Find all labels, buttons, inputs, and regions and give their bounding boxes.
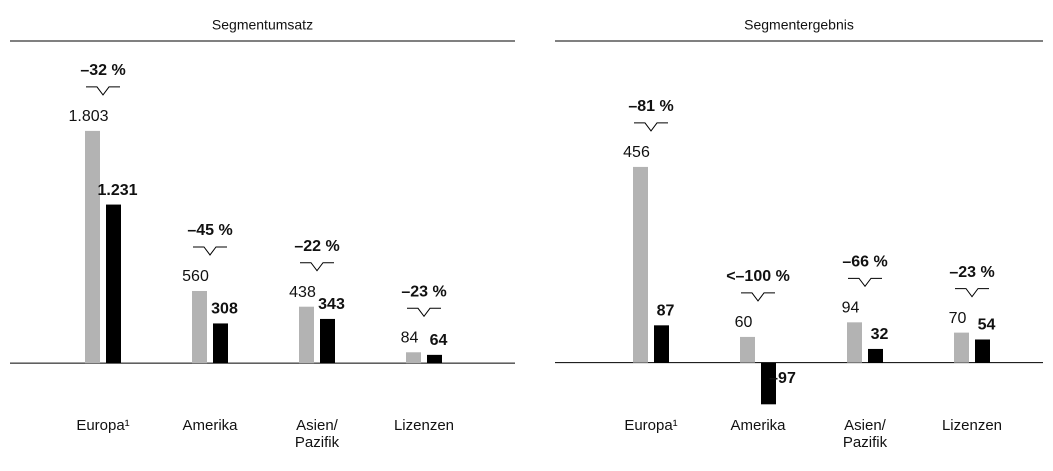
change-label: –22 %: [294, 238, 339, 255]
category-label: Amerika: [730, 417, 786, 434]
category-label: Asien/ Pazifik: [294, 417, 340, 451]
change-label: –23 %: [949, 264, 994, 281]
value-label: 60: [735, 314, 753, 331]
value-label: –97: [769, 370, 796, 387]
value-label: 1.803: [68, 108, 108, 125]
bar: [868, 348, 883, 363]
category-label: Europa¹: [624, 417, 678, 434]
value-label: 308: [211, 301, 238, 318]
bar: [213, 323, 228, 364]
category-label: Asien/ Pazifik: [842, 417, 888, 451]
change-bracket: [193, 246, 227, 256]
bar: [740, 336, 755, 363]
chart-title: Segmentergebnis: [744, 17, 854, 33]
bar: [427, 354, 442, 364]
bar: [633, 166, 648, 363]
value-label: 343: [318, 296, 345, 313]
change-label: <–100 %: [726, 268, 790, 285]
change-label: –45 %: [187, 222, 232, 239]
change-label: –23 %: [401, 284, 446, 301]
change-bracket: [741, 292, 775, 302]
bar: [761, 362, 776, 405]
value-label: 70: [949, 310, 967, 327]
value-label: 87: [657, 303, 675, 320]
change-bracket: [300, 262, 334, 272]
change-label: –81 %: [628, 98, 673, 115]
value-label: 560: [182, 268, 209, 285]
value-label: 64: [430, 332, 448, 349]
bar: [847, 322, 862, 363]
change-label: –66 %: [842, 254, 887, 271]
bar: [954, 332, 969, 363]
value-label: 456: [623, 144, 650, 161]
change-bracket: [848, 277, 882, 288]
bar: [299, 306, 314, 364]
change-bracket: [86, 86, 120, 96]
category-label: Lizenzen: [393, 417, 455, 434]
bar: [85, 130, 100, 364]
category-label: Europa¹: [76, 417, 130, 434]
value-label: 32: [871, 326, 889, 343]
value-label: 54: [978, 317, 996, 334]
bar: [406, 352, 421, 364]
bar: [654, 325, 669, 363]
bar: [320, 318, 335, 364]
value-label: 1.231: [97, 182, 137, 199]
change-bracket: [634, 122, 668, 132]
chart-title: Segmentumsatz: [212, 17, 313, 33]
change-bracket: [407, 307, 441, 318]
value-label: 94: [842, 300, 860, 317]
category-label: Lizenzen: [941, 417, 1003, 434]
bar: [192, 290, 207, 364]
change-bracket: [955, 288, 989, 298]
bar: [106, 204, 121, 364]
bar: [975, 339, 990, 363]
change-label: –32 %: [80, 62, 125, 79]
value-label: 84: [401, 330, 419, 347]
category-label: Amerika: [182, 417, 238, 434]
value-label: 438: [289, 284, 316, 301]
